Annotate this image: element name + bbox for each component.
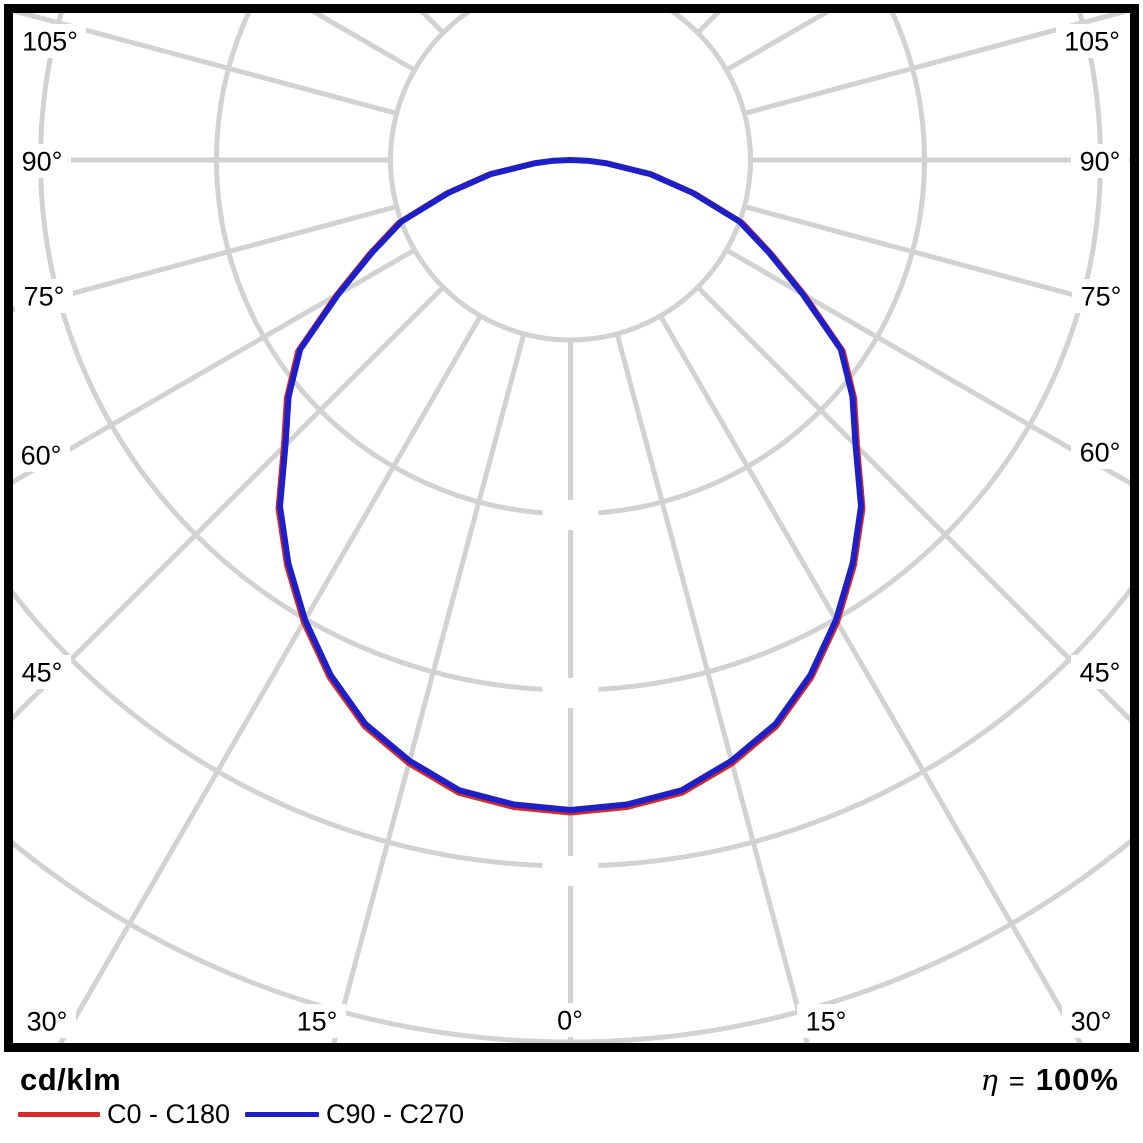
grid-radial-line — [614, 333, 811, 1045]
legend-line-c90-c270-swatch — [245, 1111, 319, 1117]
polar-chart: 105° 90° 75° 60° 45° 30° 15° 0° 15° 30° 45° 60° 75° 9… — [0, 0, 1143, 1052]
angle-label-bg — [797, 1004, 855, 1038]
axis-value-gap — [542, 678, 599, 708]
grid-radial-line — [658, 314, 1085, 1045]
grid-radial-line — [330, 333, 527, 1045]
angle-label: 45° — [22, 658, 63, 688]
grid-layer — [0, 0, 1143, 1045]
angle-label-bg — [1071, 435, 1129, 469]
angle-label-bg — [1062, 1004, 1120, 1038]
angle-label: 30° — [1071, 1007, 1112, 1037]
angle-label: 0° — [557, 1006, 583, 1036]
angle-label: 90° — [22, 147, 63, 177]
angle-label-bg — [288, 1004, 346, 1038]
angle-label-bg — [1071, 144, 1129, 178]
angle-label: 60° — [1080, 438, 1121, 468]
legend-label-c0-c180: C0 - C180 — [107, 1098, 231, 1129]
legend-line-c0-c180-swatch — [18, 1111, 100, 1117]
eta-symbol: η — [980, 1063, 998, 1097]
curve-c90-c270 — [277, 157, 864, 813]
angle-label: 30° — [27, 1007, 68, 1037]
efficiency-label: η = 100% — [981, 1062, 1119, 1098]
grid-radial-line — [743, 204, 1130, 313]
angle-label: 75° — [1081, 282, 1122, 312]
plot-frame — [4, 4, 1139, 1052]
legend-item-c0-c180: C0 - C180 — [18, 1099, 230, 1129]
angle-label: 15° — [806, 1007, 847, 1037]
angle-label: 105° — [1064, 27, 1120, 57]
grid-radial-line — [743, 13, 1129, 116]
angle-label: 15° — [297, 1007, 338, 1037]
angle-label-bg — [541, 1003, 599, 1037]
eta-value: 100% — [1035, 1062, 1119, 1097]
angle-label-bg — [1071, 655, 1129, 689]
angle-label: 75° — [24, 282, 65, 312]
axis-value-gap — [542, 500, 599, 530]
angle-label-bg — [14, 24, 86, 58]
grid-radial-line — [56, 314, 483, 1045]
eta-equals: = — [1008, 1066, 1025, 1096]
grid-radial-line — [0, 0, 481, 4]
legend-item-c90-c270: C90 - C270 — [245, 1099, 464, 1129]
angle-label-bg — [13, 438, 70, 472]
angle-label-bg — [15, 279, 73, 313]
angle-label: 90° — [1080, 147, 1121, 177]
grid-radial-line — [13, 247, 416, 485]
angle-label-bg — [13, 144, 71, 178]
legend-label-c90-c270: C90 - C270 — [326, 1098, 465, 1129]
grid-radial-line — [661, 0, 1143, 4]
angle-label-bg — [13, 655, 71, 689]
angle-label: 60° — [21, 441, 62, 471]
grid-radial-line — [725, 247, 1130, 486]
grid-radial-line — [13, 13, 398, 116]
angle-label: 105° — [22, 27, 78, 57]
angle-label-bg — [1056, 24, 1128, 58]
axis-value-gap — [542, 856, 599, 886]
angle-label-bg — [18, 1004, 76, 1038]
grid-radial-line — [13, 204, 398, 312]
unit-label: cd/klm — [20, 1062, 122, 1097]
angle-label: 45° — [1080, 658, 1121, 688]
angle-label-bg — [1072, 279, 1130, 313]
